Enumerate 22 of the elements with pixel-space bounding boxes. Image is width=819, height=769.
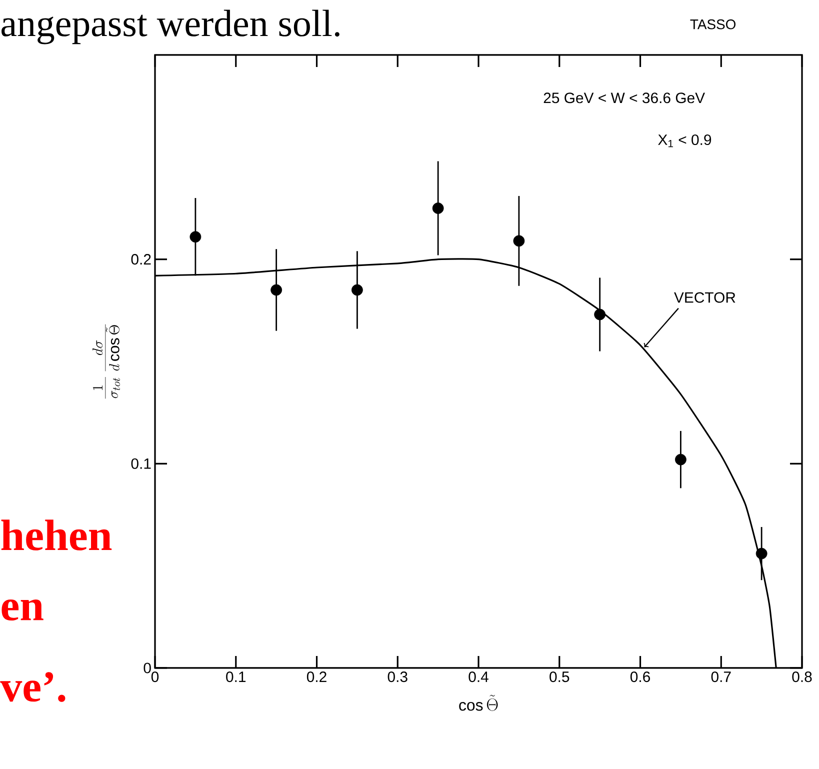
y-tick-label: 0 xyxy=(144,662,151,674)
x-axis-title: $\cos\tilde{\Theta}$ xyxy=(459,694,498,711)
text: hehen xyxy=(1,520,112,550)
text: TASSO xyxy=(690,19,736,30)
y-tick-label: 0.1 xyxy=(131,458,151,469)
x-tick-label: 0 xyxy=(151,672,159,682)
y-axis-title: $\frac{1}{\sigma_{tot}}\,\frac{d\sigma}{d\cos\tilde{\Theta}}$ xyxy=(92,324,120,399)
text: ve’. xyxy=(0,672,66,702)
text: VECTOR xyxy=(674,292,736,303)
x-tick-label: 0.3 xyxy=(388,672,408,682)
x-tick-label: 0.8 xyxy=(792,672,812,682)
annotation: 25 GeV < W < 36.6 GeV xyxy=(544,92,705,104)
text: en xyxy=(2,599,44,621)
annotation: X$_{1}$ < 0.9 xyxy=(658,134,712,148)
x-tick-label: 0.1 xyxy=(226,672,246,682)
x-tick-label: 0.6 xyxy=(630,672,650,682)
x-tick-label: 0.2 xyxy=(306,672,326,682)
text: angepasst werden soll. xyxy=(2,10,340,44)
x-tick-label: 0.5 xyxy=(550,672,570,682)
x-tick-label: 0.4 xyxy=(468,672,488,682)
x-tick-label: 0.7 xyxy=(711,672,731,682)
y-tick-label: 0.2 xyxy=(131,254,151,265)
